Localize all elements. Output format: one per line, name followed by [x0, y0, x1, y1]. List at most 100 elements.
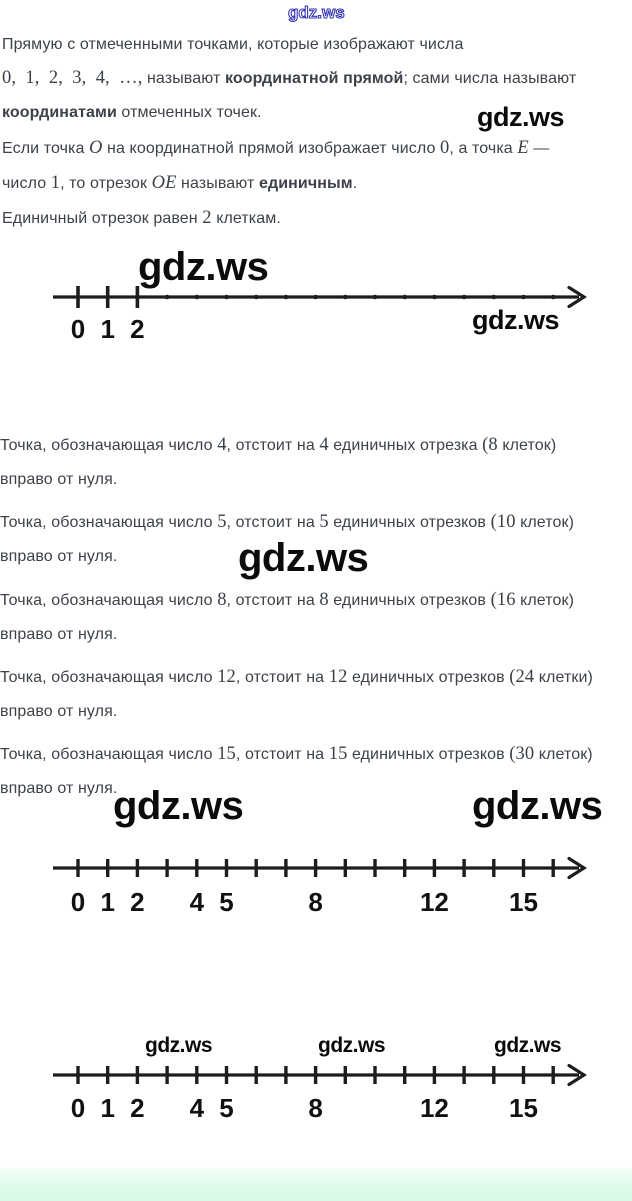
- number-line-label: 1: [100, 887, 114, 917]
- text-segment: 15: [328, 744, 348, 764]
- text-line: Точка, обозначающая число 15, отстоит на…: [0, 737, 593, 772]
- text-segment: Если точка: [2, 140, 90, 157]
- gdz-watermark: gdz.ws: [472, 305, 560, 335]
- text-segment: вправо от нуля.: [0, 703, 118, 720]
- text-segment: Точка, обозначающая число: [0, 514, 218, 531]
- text-segment: (24: [509, 667, 535, 687]
- number-line-label: 15: [509, 1093, 538, 1123]
- text-line: координатами отмеченных точек.: [2, 96, 262, 130]
- text-segment: единичных отрезка: [328, 437, 483, 454]
- gdz-watermark: gdz.ws: [238, 536, 369, 580]
- text-segment: единичных отрезков: [328, 514, 491, 531]
- text-line: Единичный отрезок равен 2 клеткам.: [2, 201, 281, 236]
- gdz-watermark: gdz.ws: [472, 784, 603, 828]
- text-segment: , то отрезок: [60, 175, 152, 192]
- text-segment: 8: [319, 590, 329, 610]
- text-segment: на координатной прямой изображает число: [102, 140, 441, 157]
- text-segment: единичных отрезков: [328, 592, 491, 609]
- text-segment: Точка, обозначающая число: [0, 437, 218, 454]
- text-segment: клетки): [534, 669, 593, 686]
- text-segment: E: [517, 138, 529, 158]
- text-segment: , отстоит на: [226, 437, 320, 454]
- text-segment: 2: [202, 208, 212, 228]
- text-segment: 0: [440, 138, 450, 158]
- text-line: число 1, то отрезок OE называют единичны…: [2, 166, 357, 201]
- text-segment: координатной прямой: [224, 70, 404, 87]
- text-segment: клеток): [515, 514, 575, 531]
- number-line-label: 15: [509, 887, 538, 917]
- text-segment: 5: [319, 512, 329, 532]
- text-segment: 4: [217, 435, 227, 455]
- text-segment: клеток): [497, 437, 557, 454]
- number-line-label: 5: [219, 887, 233, 917]
- text-segment: клеток): [515, 592, 575, 609]
- gdz-watermark: gdz.ws: [494, 1034, 562, 1057]
- text-segment: вправо от нуля.: [0, 471, 118, 488]
- text-segment: (16: [490, 590, 516, 610]
- text-line: вправо от нуля.: [0, 463, 117, 497]
- number-line-label: 0: [71, 314, 85, 344]
- text-segment: ; сами числа называют: [403, 70, 577, 87]
- text-segment: 5: [217, 512, 227, 532]
- text-segment: Точка, обозначающая число: [0, 592, 218, 609]
- text-segment: координатами: [2, 104, 117, 121]
- text-segment: называют: [142, 70, 225, 87]
- text-segment: вправо от нуля.: [0, 780, 118, 797]
- gdz-watermark: gdz.ws: [318, 1034, 386, 1057]
- text-segment: клеток): [534, 746, 593, 763]
- number-line-label: 4: [190, 887, 205, 917]
- text-line: вправо от нуля.: [0, 618, 117, 652]
- number-line-label: 0: [71, 1093, 85, 1123]
- text-line: 0, 1, 2, 3, 4, …, называют координатной …: [2, 61, 576, 96]
- text-segment: —: [528, 140, 550, 157]
- number-line-label: 2: [130, 314, 144, 344]
- text-segment: Точка, обозначающая число: [0, 669, 218, 686]
- text-segment: единичных отрезков: [347, 669, 510, 686]
- bottom-green-band: [0, 1167, 632, 1201]
- text-segment: 12: [217, 667, 236, 687]
- text-segment: (8: [482, 435, 498, 455]
- number-line-label: 12: [420, 887, 449, 917]
- text-segment: вправо от нуля.: [0, 626, 118, 643]
- number-line-label: 2: [130, 887, 144, 917]
- text-line: Прямую с отмеченными точками, которые из…: [2, 28, 464, 62]
- gdz-watermark: gdz.ws: [138, 245, 269, 289]
- text-segment: , отстоит на: [226, 592, 320, 609]
- text-segment: , отстоит на: [235, 669, 329, 686]
- gdz-watermark: gdz.ws: [145, 1034, 213, 1057]
- text-segment: Прямую с отмеченными точками, которые из…: [2, 36, 464, 53]
- number-line-label: 5: [219, 1093, 233, 1123]
- text-segment: отмеченных точек.: [116, 104, 262, 121]
- text-segment: .: [352, 175, 358, 192]
- text-line: Точка, обозначающая число 8, отстоит на …: [0, 583, 574, 618]
- figure-3-labeled-number-line: 0 1 2 4 5 8 12 15: [53, 1063, 587, 1123]
- figure-2-labeled-number-line: 0 1 2 4 5 8 12 15: [53, 856, 587, 917]
- text-line: Точка, обозначающая число 5, отстоит на …: [0, 505, 574, 540]
- text-segment: 12: [328, 667, 348, 687]
- text-line: Если точка O на координатной прямой изоб…: [2, 131, 549, 166]
- gdz-watermark: gdz.ws: [477, 102, 565, 132]
- text-segment: единичным: [258, 175, 353, 192]
- text-segment: O: [89, 138, 103, 158]
- text-segment: клеткам.: [211, 210, 281, 227]
- text-segment: 1: [50, 173, 61, 193]
- text-segment: Единичный отрезок равен: [2, 210, 203, 227]
- text-segment: OE: [151, 173, 177, 193]
- text-segment: (30: [509, 744, 535, 764]
- number-line-label: 1: [100, 314, 114, 344]
- text-segment: 0, 1, 2, 3, 4, …,: [2, 68, 143, 88]
- number-line-label: 4: [190, 1093, 205, 1123]
- number-line-label: 1: [100, 1093, 114, 1123]
- number-line-label: 8: [308, 887, 322, 917]
- text-segment: 15: [217, 744, 236, 764]
- text-line: вправо от нуля.: [0, 540, 117, 574]
- text-segment: 8: [217, 590, 227, 610]
- number-line-label: 8: [308, 1093, 322, 1123]
- text-segment: единичных отрезков: [347, 746, 510, 763]
- text-segment: , отстоит на: [226, 514, 320, 531]
- number-line-label: 12: [420, 1093, 449, 1123]
- text-line: Точка, обозначающая число 4, отстоит на …: [0, 428, 556, 463]
- text-segment: называют: [176, 175, 259, 192]
